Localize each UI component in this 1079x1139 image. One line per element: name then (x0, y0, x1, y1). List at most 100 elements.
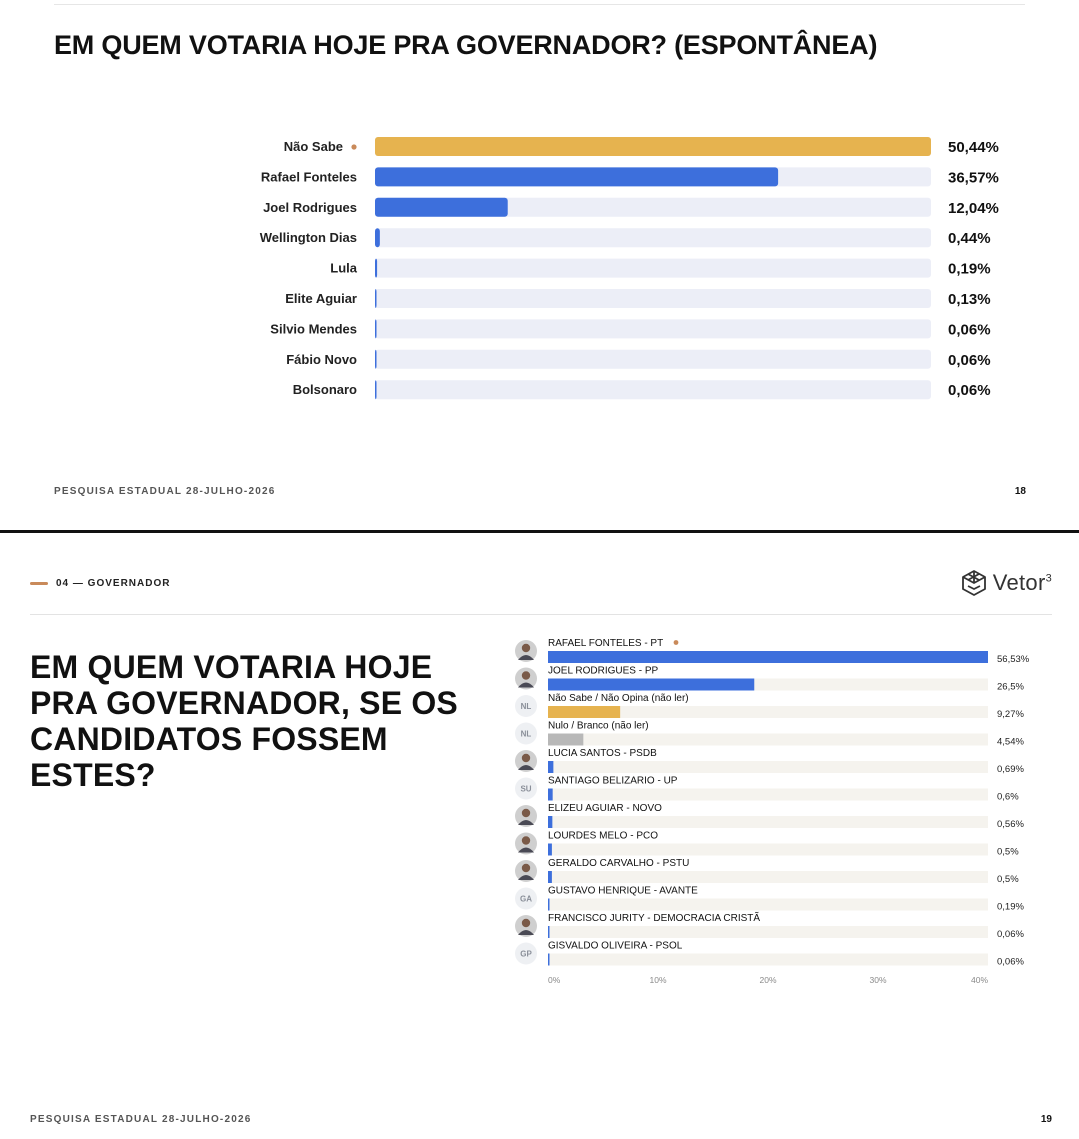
candidate-label: FRANCISCO JURITY - DEMOCRACIA CRISTÃ (548, 911, 760, 924)
value-label: 0,69% (997, 764, 1024, 775)
value-label: 0,06% (948, 382, 991, 399)
candidate-label: SANTIAGO BELIZARIO - UP (548, 776, 678, 787)
bar-track (548, 788, 988, 801)
candidate-photo-icon (515, 805, 537, 827)
candidate-label: RAFAEL FONTELES - PT (548, 638, 663, 649)
candidate-label: GERALDO CARVALHO - PSTU (548, 858, 689, 869)
value-label: 0,19% (948, 261, 991, 278)
value-label: 0,56% (997, 819, 1024, 830)
x-tick-label: 10% (649, 975, 666, 985)
bar-track (375, 228, 931, 248)
slide-18: EM QUEM VOTARIA HOJE PRA GOVERNADOR? (ES… (0, 0, 1079, 530)
bar (548, 871, 552, 883)
initials-avatar: GP (515, 942, 537, 965)
bar-track (375, 349, 931, 369)
page-number: 19 (1040, 1114, 1052, 1125)
bar (548, 843, 552, 856)
stimulated-vote-chart: RAFAEL FONTELES - PT 56,53% JOEL RODRIGUES… (515, 638, 1030, 985)
category-label: Não Sabe (284, 139, 343, 154)
logo-word: Vetor (992, 570, 1046, 595)
x-tick-label: 40% (971, 975, 988, 985)
value-label: 9,27% (997, 709, 1024, 720)
bar (375, 258, 378, 278)
candidate-label: ELIZEU AGUIAR - NOVO (548, 803, 662, 814)
candidate-label: Não Sabe / Não Opina (não ler) (548, 693, 689, 704)
svg-text:GP: GP (520, 950, 532, 959)
bar-track (375, 319, 931, 339)
value-label: 0,5% (997, 847, 1019, 858)
svg-text:SU: SU (520, 785, 531, 794)
bar (548, 651, 988, 663)
candidate-label: LOURDES MELO - PCO (548, 831, 658, 842)
bar (375, 137, 931, 156)
section-dash (30, 582, 48, 585)
slide-divider (0, 530, 1079, 533)
bar (548, 761, 554, 773)
bar (548, 926, 550, 938)
logo-text: Vetor3 (993, 570, 1052, 596)
highlight-dot (351, 144, 357, 150)
bar-track (548, 816, 988, 828)
candidate-label: Nulo / Branco (não ler) (548, 721, 649, 732)
highlight-dot (673, 640, 679, 645)
value-label: 50,44% (948, 139, 999, 156)
bar-track (375, 258, 931, 278)
value-label: 26,5% (997, 682, 1024, 693)
x-tick-label: 30% (869, 975, 886, 985)
bar (548, 816, 553, 828)
slide-19: 04 — GOVERNADOR Vetor3 EM QUEM VOTARIA H… (0, 533, 1079, 1139)
bar (375, 380, 377, 400)
bar-track (548, 871, 988, 883)
candidate-photo-icon (515, 915, 537, 937)
value-label: 0,19% (997, 902, 1024, 913)
bar (375, 228, 380, 248)
bar (548, 706, 621, 718)
bar (548, 898, 550, 911)
category-label: Bolsonaro (293, 382, 357, 397)
value-label: 0,06% (997, 929, 1024, 940)
value-label: 56,53% (997, 654, 1030, 665)
bar-track (548, 733, 988, 746)
bar-track (548, 926, 988, 938)
footer-survey-label: PESQUISA ESTADUAL 28-JULHO-2026 (54, 486, 276, 497)
bar-track (548, 843, 988, 856)
logo-superscript: 3 (1045, 572, 1052, 585)
bar (375, 167, 779, 187)
candidate-label: GUSTAVO HENRIQUE - AVANTE (548, 886, 698, 897)
candidate-photo-icon (515, 860, 537, 882)
spontaneous-vote-chart: Não Sabe 50,44% Rafael Fonteles 36,57% Joel … (260, 137, 999, 400)
section-label: 04 — GOVERNADOR (30, 578, 170, 589)
category-label: Rafael Fonteles (261, 169, 357, 184)
value-label: 4,54% (997, 737, 1024, 748)
slide-title: EM QUEM VOTARIA HOJE PRA GOVERNADOR, SE … (30, 649, 458, 793)
svg-text:GA: GA (520, 895, 532, 904)
value-label: 0,06% (997, 957, 1024, 968)
bar-track (375, 380, 931, 400)
value-label: 36,57% (948, 169, 999, 186)
x-tick-label: 20% (759, 975, 776, 985)
category-label: Fábio Novo (286, 352, 357, 367)
category-label: Lula (330, 261, 357, 276)
bar-track (375, 197, 931, 217)
bar-track (548, 898, 988, 911)
footer-survey-label: PESQUISA ESTADUAL 28-JULHO-2026 (30, 1114, 252, 1125)
candidate-label: JOEL RODRIGUES - PP (548, 666, 659, 677)
value-label: 0,06% (948, 321, 991, 338)
candidate-label: LUCIA SANTOS - PSDB (548, 748, 657, 759)
section-label-text: 04 — GOVERNADOR (56, 578, 171, 589)
bar (375, 197, 508, 217)
bar-track (548, 953, 988, 966)
bar (548, 678, 755, 691)
top-rule (54, 4, 1025, 5)
candidate-label: GISVALDO OLIVEIRA - PSOL (548, 941, 683, 952)
vetor-logo: Vetor3 (961, 569, 1052, 597)
value-label: 12,04% (948, 200, 999, 217)
category-label: Joel Rodrigues (263, 200, 357, 215)
initials-avatar: NL (515, 722, 537, 745)
page-number: 18 (1014, 486, 1026, 497)
bar (548, 733, 584, 746)
bar (548, 788, 553, 801)
category-label: Elite Aguiar (285, 291, 357, 306)
bar-track (548, 761, 988, 773)
slide-title: EM QUEM VOTARIA HOJE PRA GOVERNADOR? (ES… (54, 30, 878, 60)
